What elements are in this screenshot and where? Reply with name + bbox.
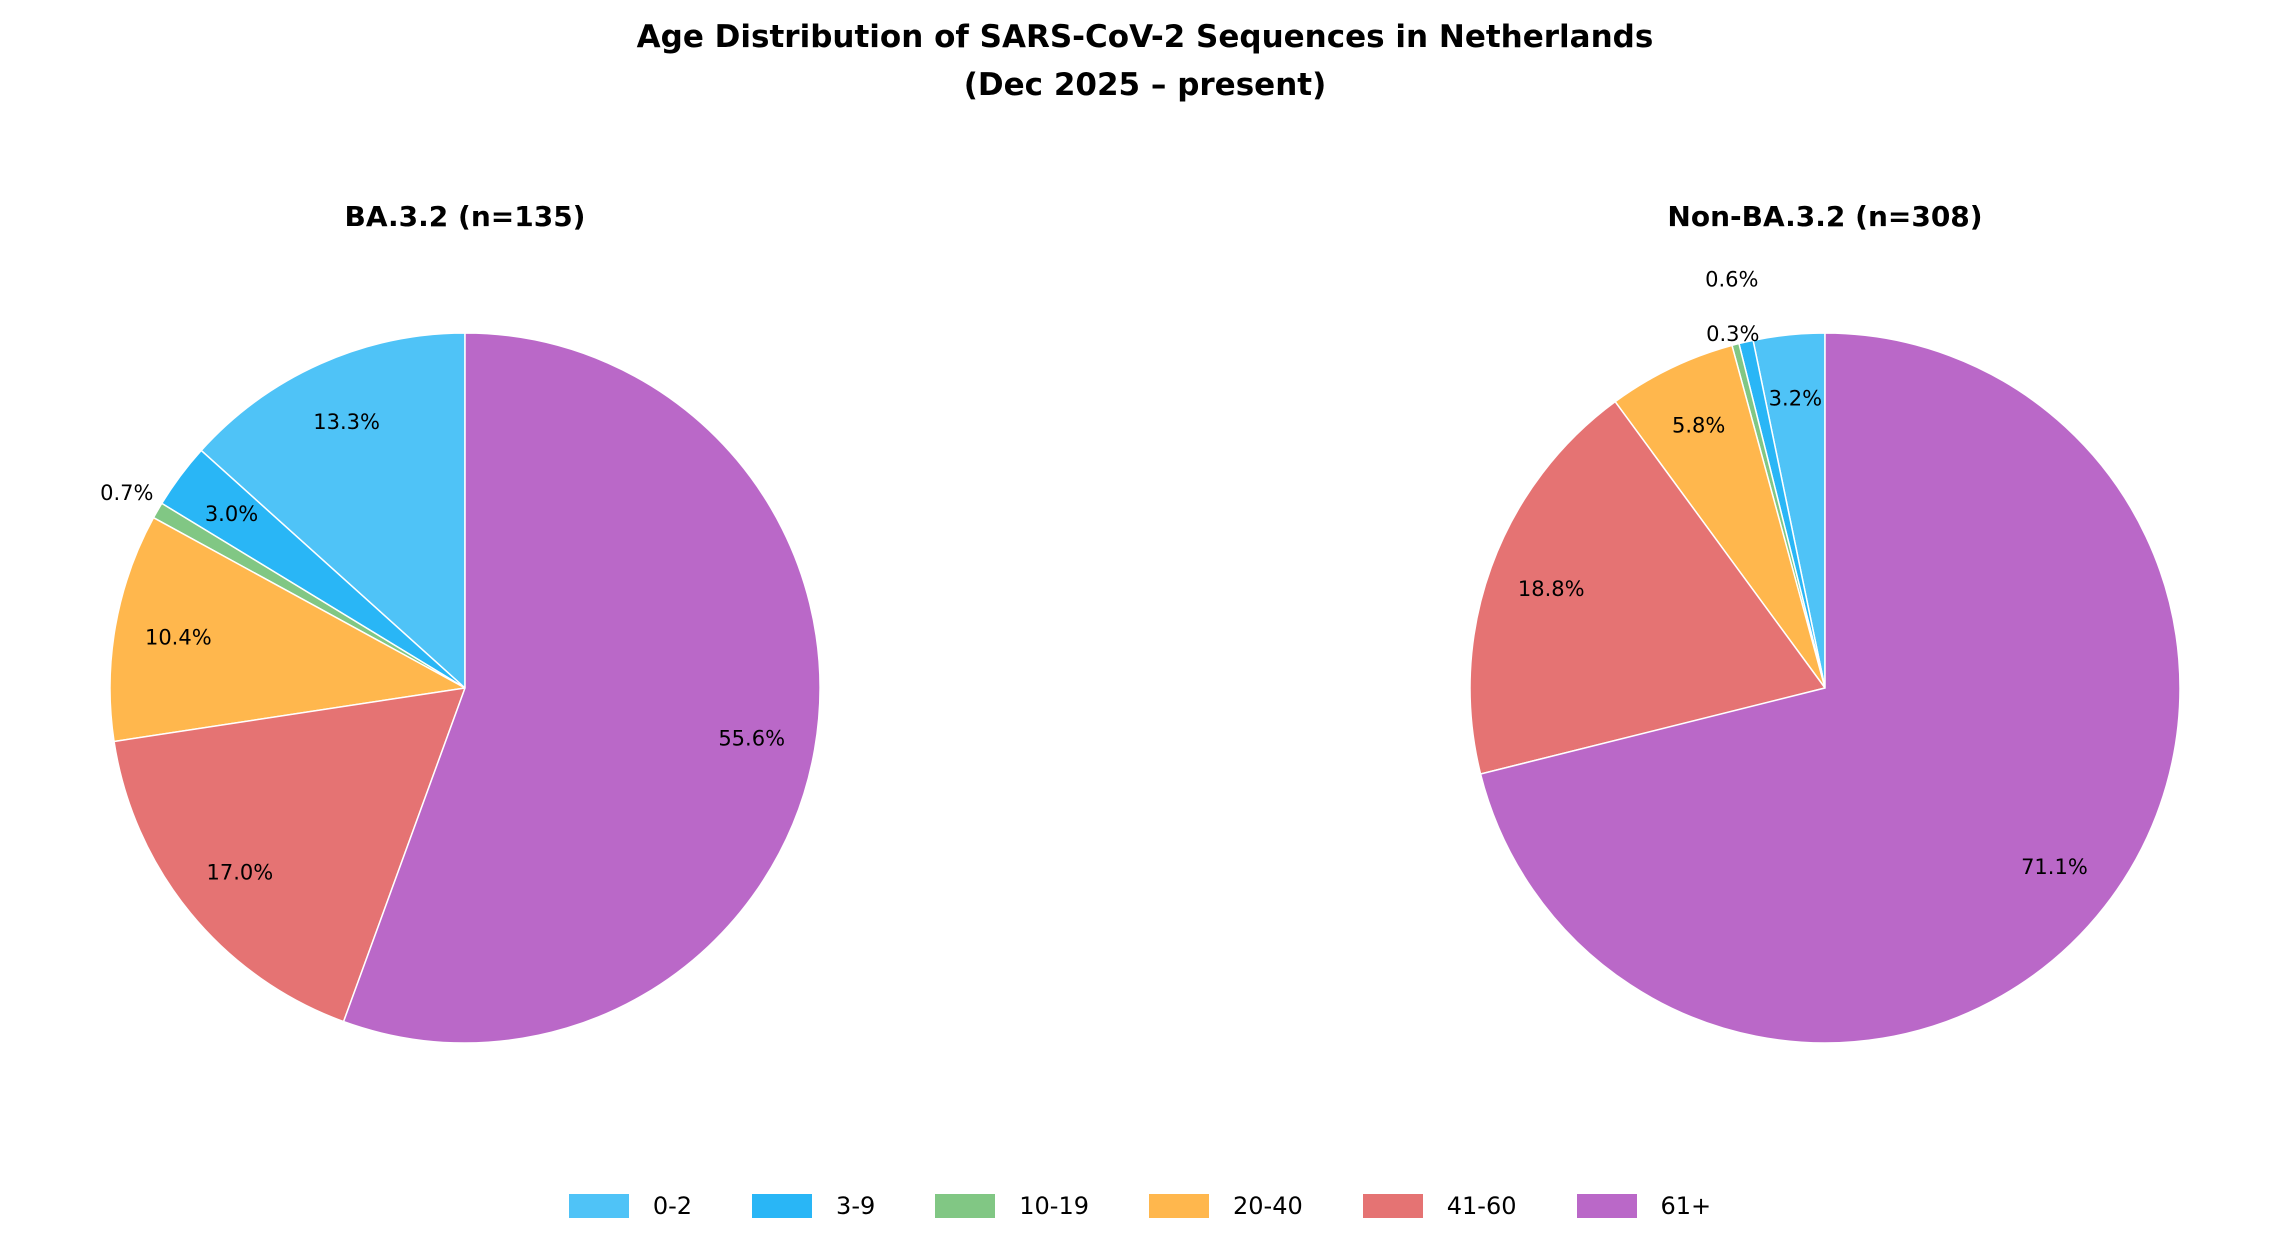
- pie-chart-1: BA.3.2 (n=135) 13.3% 3.0% 0.7% 10.4% 17.0% 55.…: [100, 200, 821, 1044]
- legend-swatch: [935, 1194, 996, 1218]
- legend-swatch: [752, 1194, 813, 1218]
- pie-title: Non-BA.3.2 (n=308): [1667, 200, 1982, 233]
- figure-title-line1: Age Distribution of SARS-CoV-2 Sequences…: [636, 19, 1654, 55]
- figure-title-line2: (Dec 2025 – present): [963, 67, 1327, 103]
- legend-item-41-60: 41-60: [1362, 1192, 1517, 1220]
- legend-label: 61+: [1660, 1192, 1712, 1220]
- legend-swatch: [1362, 1194, 1423, 1218]
- pie-label: 0.3%: [1706, 322, 1759, 346]
- pie-slice-61-plus: [342, 332, 821, 1044]
- pie-slice-41-60: [1469, 400, 1827, 775]
- pie-label: 0.7%: [100, 481, 153, 505]
- legend-label: 0-2: [652, 1192, 693, 1220]
- pie-label: 17.0%: [206, 861, 273, 885]
- pie-label: 3.0%: [205, 502, 258, 526]
- legend-swatch: [1576, 1194, 1637, 1218]
- legend: 0-2 3-9 10-19 20-40 41-60 61+: [0, 1192, 2280, 1220]
- pie-label: 3.2%: [1769, 386, 1822, 410]
- pie-title: BA.3.2 (n=135): [345, 200, 586, 233]
- pie-label: 55.6%: [718, 727, 785, 751]
- pie-slice-41-60: [113, 687, 467, 1023]
- legend-swatch: [568, 1194, 629, 1218]
- pie-label: 13.3%: [313, 410, 380, 434]
- legend-label: 41-60: [1446, 1192, 1517, 1220]
- pie-label: 0.6%: [1705, 268, 1758, 292]
- pie-slice-20-40: [1614, 344, 1826, 689]
- legend-label: 10-19: [1019, 1192, 1089, 1220]
- pie-slice-61-plus: [1479, 332, 2181, 1044]
- pie-label: 18.8%: [1518, 577, 1585, 601]
- pie-chart-2: Non-BA.3.2 (n=308) 3.2% 0.6% 0.3% 5.8% 18.8% 7…: [1469, 200, 2181, 1044]
- pie-label: 71.1%: [2021, 855, 2088, 879]
- pie-label: 10.4%: [145, 625, 212, 649]
- pie-label: 5.8%: [1672, 414, 1725, 438]
- legend-swatch: [1149, 1194, 1209, 1218]
- pie-slice-0-2: [200, 332, 466, 690]
- legend-label: 20-40: [1233, 1192, 1303, 1220]
- figure-title: Age Distribution of SARS-CoV-2 Sequences…: [0, 13, 2280, 109]
- legend-item-20-40: 20-40: [1149, 1192, 1303, 1220]
- pie-slice-20-40: [109, 516, 468, 743]
- legend-item-10-19: 10-19: [935, 1192, 1089, 1220]
- legend-item-0-2: 0-2: [568, 1192, 693, 1220]
- legend-label: 3-9: [836, 1192, 876, 1220]
- legend-item-61-plus: 61+: [1576, 1192, 1712, 1220]
- legend-item-3-9: 3-9: [752, 1192, 875, 1220]
